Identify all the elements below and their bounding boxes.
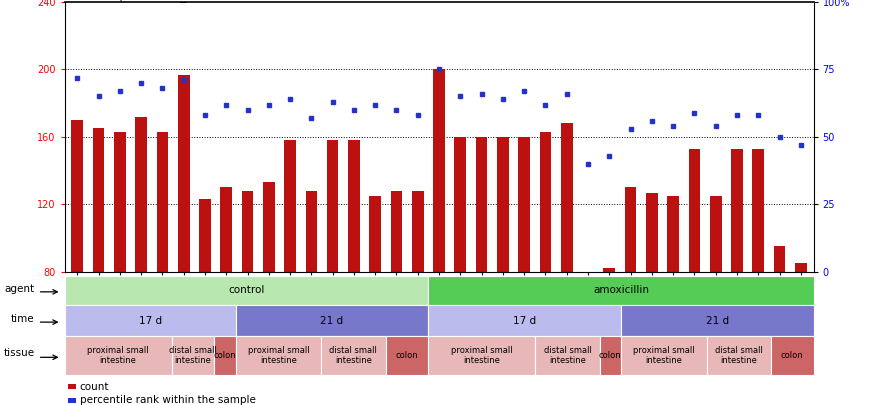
Bar xyxy=(157,132,168,272)
Bar xyxy=(688,149,701,272)
Bar xyxy=(385,336,428,375)
Bar xyxy=(497,137,509,272)
Bar xyxy=(710,196,721,272)
Text: proximal small
intestine: proximal small intestine xyxy=(247,346,309,365)
Bar xyxy=(306,191,317,272)
Text: control: control xyxy=(228,286,264,295)
Bar xyxy=(242,191,254,272)
Bar xyxy=(214,336,236,375)
Bar xyxy=(220,188,232,272)
Bar xyxy=(603,269,616,272)
Text: amoxicillin: amoxicillin xyxy=(593,286,649,295)
Bar xyxy=(428,276,814,305)
Bar xyxy=(731,149,743,272)
Bar xyxy=(795,263,806,272)
Bar xyxy=(518,137,530,272)
Bar xyxy=(72,120,83,272)
Bar xyxy=(454,137,466,272)
Text: colon: colon xyxy=(780,351,804,360)
Text: 21 d: 21 d xyxy=(321,315,343,326)
Bar xyxy=(135,117,147,272)
Bar xyxy=(92,128,105,272)
Text: count: count xyxy=(80,382,109,392)
Bar xyxy=(171,336,214,375)
Bar xyxy=(646,192,658,272)
Bar xyxy=(621,336,707,375)
Bar xyxy=(771,336,814,375)
Text: 21 d: 21 d xyxy=(706,315,728,326)
Bar xyxy=(428,305,621,336)
Bar xyxy=(753,149,764,272)
Bar xyxy=(263,182,275,272)
Text: distal small
intestine: distal small intestine xyxy=(544,346,591,365)
Text: percentile rank within the sample: percentile rank within the sample xyxy=(80,395,255,405)
Bar xyxy=(65,336,171,375)
Bar xyxy=(284,140,296,272)
Text: time: time xyxy=(11,314,34,324)
Bar xyxy=(114,132,125,272)
Text: colon: colon xyxy=(599,351,622,360)
Bar xyxy=(621,305,814,336)
Text: 17 d: 17 d xyxy=(139,315,161,326)
Bar xyxy=(476,137,487,272)
Bar xyxy=(369,196,381,272)
Bar xyxy=(348,140,360,272)
Bar xyxy=(65,276,428,305)
Bar xyxy=(599,336,621,375)
Bar xyxy=(322,336,385,375)
Bar xyxy=(707,336,771,375)
Text: colon: colon xyxy=(396,351,418,360)
Bar xyxy=(433,70,445,272)
Bar xyxy=(236,336,322,375)
Text: agent: agent xyxy=(4,284,34,294)
Bar xyxy=(177,75,190,272)
Bar xyxy=(625,188,636,272)
Bar xyxy=(236,305,428,336)
Bar xyxy=(535,336,599,375)
Text: tissue: tissue xyxy=(4,348,34,358)
Bar xyxy=(428,336,535,375)
Bar xyxy=(65,305,236,336)
Text: proximal small
intestine: proximal small intestine xyxy=(633,346,694,365)
Bar xyxy=(773,247,786,272)
Text: distal small
intestine: distal small intestine xyxy=(330,346,377,365)
Bar xyxy=(68,398,76,403)
Bar xyxy=(539,132,551,272)
Text: proximal small
intestine: proximal small intestine xyxy=(87,346,149,365)
Bar xyxy=(668,196,679,272)
Text: distal small
intestine: distal small intestine xyxy=(715,346,762,365)
Text: proximal small
intestine: proximal small intestine xyxy=(451,346,513,365)
Bar xyxy=(327,140,339,272)
Bar xyxy=(68,384,76,389)
Text: GDS1273 / 1372840_at: GDS1273 / 1372840_at xyxy=(61,0,198,2)
Bar xyxy=(412,191,424,272)
Text: 17 d: 17 d xyxy=(513,315,536,326)
Text: colon: colon xyxy=(214,351,237,360)
Bar xyxy=(199,199,211,272)
Bar xyxy=(391,191,402,272)
Text: distal small
intestine: distal small intestine xyxy=(169,346,217,365)
Bar xyxy=(561,124,573,272)
